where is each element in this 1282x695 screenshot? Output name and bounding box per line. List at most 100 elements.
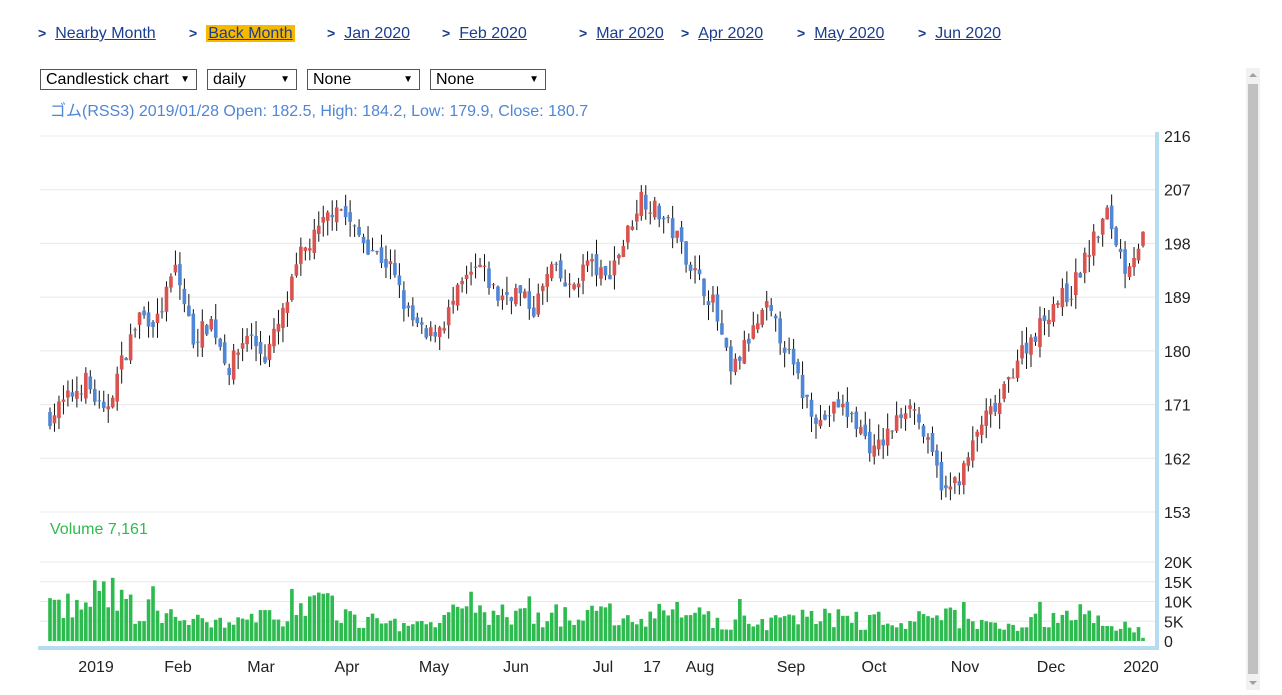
tab-back-month[interactable]: > Back Month <box>189 22 295 45</box>
indicator-select-2[interactable]: None ▼ <box>430 69 546 90</box>
scroll-up-icon[interactable] <box>1246 68 1260 82</box>
scroll-down-icon[interactable] <box>1246 676 1260 690</box>
candle-down <box>836 399 841 408</box>
tab-mar-2020[interactable]: > Mar 2020 <box>579 22 664 45</box>
candle-down <box>204 325 209 335</box>
candle-down <box>643 194 648 210</box>
scrollbar-thumb[interactable] <box>1248 84 1258 674</box>
tab-feb-2020[interactable]: > Feb 2020 <box>442 22 527 45</box>
candle-up <box>540 285 545 292</box>
candle-down <box>1109 205 1114 230</box>
candle-up <box>1002 383 1006 399</box>
candle-up <box>236 352 240 355</box>
candle-down <box>227 367 231 376</box>
volume-bar <box>366 616 370 641</box>
candle-down <box>527 291 532 309</box>
indicator-select-1[interactable]: None ▼ <box>307 69 420 90</box>
candle-up <box>885 428 890 446</box>
volume-tick-label: 15K <box>1164 575 1193 592</box>
candle-up <box>1015 360 1020 379</box>
candle-up <box>1105 207 1109 220</box>
candle-down <box>191 313 196 345</box>
candle-down <box>411 305 415 321</box>
volume-bar <box>240 618 245 641</box>
volume-bar <box>178 620 182 641</box>
volume-bar <box>1038 601 1042 641</box>
candle-up <box>52 415 57 424</box>
candle-down <box>845 401 850 417</box>
candle-down <box>370 250 375 252</box>
volume-bar <box>321 593 326 641</box>
volume-bar <box>1002 629 1006 641</box>
candle-up <box>119 355 124 370</box>
candle-up <box>675 230 679 238</box>
candle-up <box>1082 252 1087 274</box>
volume-bar <box>299 603 303 641</box>
candle-up <box>832 401 836 414</box>
candle-up <box>442 328 446 331</box>
candle-down <box>773 315 778 319</box>
candle-down <box>424 328 429 338</box>
x-tick-label: Nov <box>951 659 979 676</box>
volume-bar <box>57 599 61 641</box>
volume-bar <box>791 615 796 641</box>
volume-bar <box>437 622 442 641</box>
volume-bar <box>626 615 630 641</box>
volume-bar <box>169 609 173 641</box>
volume-bar <box>635 624 639 641</box>
volume-bar <box>509 624 514 641</box>
volume-bar <box>402 622 406 641</box>
volume-bar <box>1132 632 1136 641</box>
volume-bar <box>200 618 205 641</box>
candle-up <box>975 431 980 437</box>
volume-bar <box>75 599 79 641</box>
candle-up <box>693 268 697 271</box>
volume-bar <box>1060 614 1065 641</box>
volume-bar <box>339 622 343 641</box>
interval-select[interactable]: daily ▼ <box>207 69 297 90</box>
candle-up <box>133 329 137 331</box>
candle-up <box>388 261 393 265</box>
chevron-right-icon: > <box>918 25 927 41</box>
candle-down <box>357 226 361 236</box>
volume-bar <box>1029 617 1033 641</box>
tab-jun-2020[interactable]: > Jun 2020 <box>918 22 1001 45</box>
chart-type-select[interactable]: Candlestick chart ▼ <box>40 69 197 90</box>
candle-up <box>523 291 527 298</box>
tab-apr-2020[interactable]: > Apr 2020 <box>681 22 763 45</box>
chevron-down-icon: ▼ <box>403 74 413 85</box>
tab-may-2020[interactable]: > May 2020 <box>797 22 884 45</box>
volume-info: Volume 7,161 <box>50 521 148 538</box>
candle-down <box>684 241 688 265</box>
volume-bar <box>119 589 124 641</box>
candle-up <box>818 419 823 427</box>
volume-bar <box>254 622 258 641</box>
candle-up <box>428 327 433 337</box>
x-tick-label: Jul <box>593 659 613 676</box>
candle-down <box>791 348 796 365</box>
price-tick-label: 171 <box>1164 398 1191 415</box>
volume-bar <box>567 620 572 641</box>
volume-bar <box>984 621 989 641</box>
volume-bar <box>66 593 70 641</box>
candle-down <box>48 411 52 427</box>
volume-bar <box>1123 621 1127 641</box>
candle-down <box>366 239 370 255</box>
volume-bar <box>693 612 697 641</box>
volume-bar <box>993 622 997 641</box>
tab-jan-2020[interactable]: > Jan 2020 <box>327 22 410 45</box>
tab-nearby-month[interactable]: > Nearby Month <box>38 22 156 45</box>
candle-down <box>563 282 567 287</box>
volume-bar <box>858 629 863 641</box>
volume-bar <box>966 618 971 641</box>
candle-up <box>209 319 214 330</box>
volume-bar <box>424 624 429 641</box>
volume-bar <box>729 629 733 641</box>
tab-label: Mar 2020 <box>596 25 664 42</box>
volume-bar <box>881 624 885 641</box>
volume-bar <box>612 625 617 641</box>
candle-down <box>1042 315 1047 322</box>
volume-bar <box>1047 627 1051 641</box>
volume-bar <box>469 591 473 641</box>
